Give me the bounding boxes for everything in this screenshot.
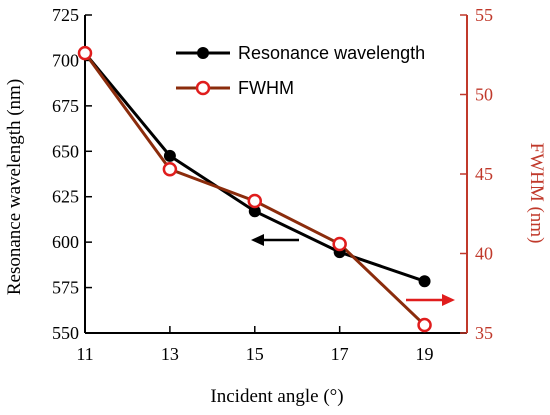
legend: Resonance wavelength FWHM: [176, 43, 425, 98]
left-tick-label: 675: [52, 96, 79, 116]
left-tick-label: 650: [52, 141, 79, 161]
x-tick-label: 11: [76, 344, 93, 364]
right-tick-label: 35: [475, 323, 493, 343]
data-point-fwhm: [77, 45, 93, 61]
left-tick-label: 725: [52, 5, 79, 25]
right-axis-arrowhead: [442, 294, 455, 306]
x-tick-label: 19: [416, 344, 434, 364]
left-axis-arrowhead: [251, 234, 264, 246]
x-axis-ticks: 11 13 15 17 19: [76, 326, 434, 364]
right-tick-label: 55: [475, 5, 493, 25]
left-axis-ticks: 550 575 600 625 650 675 700 725: [52, 5, 92, 343]
right-axis-title: FWHM (nm): [526, 143, 547, 244]
legend-label-resonance: Resonance wavelength: [238, 43, 425, 63]
series-layer: [77, 45, 432, 333]
left-tick-label: 600: [52, 232, 79, 252]
data-point-resonance: [163, 149, 176, 162]
right-tick-label: 45: [475, 164, 493, 184]
left-tick-label: 575: [52, 278, 79, 298]
left-tick-label: 550: [52, 323, 79, 343]
x-axis-title: Incident angle (°): [210, 386, 343, 407]
data-point-fwhm: [162, 161, 178, 177]
x-tick-label: 17: [331, 344, 349, 364]
right-tick-label: 40: [475, 244, 493, 264]
right-tick-label: 50: [475, 85, 493, 105]
data-point-fwhm: [417, 317, 432, 333]
data-point-resonance: [418, 275, 431, 288]
left-axis-title: Resonance wavelength (nm): [4, 79, 25, 295]
left-tick-label: 700: [52, 50, 79, 70]
data-point-fwhm: [247, 193, 263, 209]
axis-arrows: [251, 234, 455, 306]
data-point-fwhm: [332, 236, 347, 252]
legend-label-fwhm: FWHM: [238, 78, 294, 98]
legend-marker-fwhm: [195, 80, 211, 96]
x-tick-label: 15: [246, 344, 264, 364]
legend-marker-resonance: [197, 47, 209, 59]
right-axis-ticks: 35 40 45 50 55: [460, 5, 493, 343]
x-tick-label: 13: [161, 344, 179, 364]
data-point-resonance: [248, 205, 261, 218]
left-tick-label: 625: [52, 187, 79, 207]
